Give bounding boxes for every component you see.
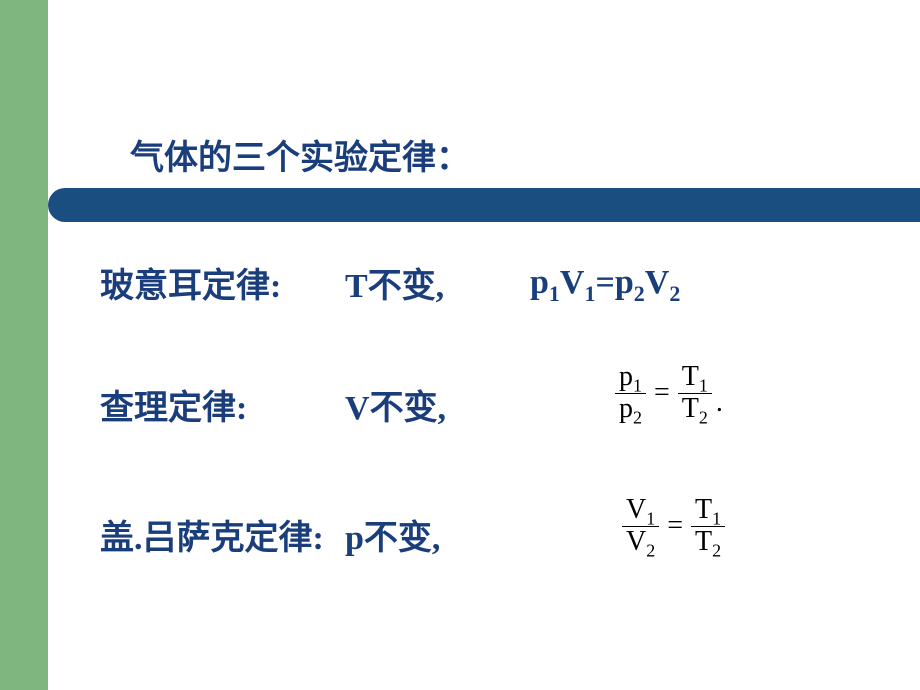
- fraction-left: V1 V2: [622, 495, 659, 558]
- condition-suffix: 不变,: [364, 520, 441, 557]
- condition-var: T: [345, 268, 368, 305]
- law-name: 盖.吕萨克定律:: [100, 510, 345, 559]
- law-row-gaylussac: 盖.吕萨克定律: p不变,: [100, 510, 900, 559]
- law-row-charles: 查理定律: V不变,: [100, 380, 900, 429]
- header-divider-bar: [48, 188, 920, 222]
- condition-var: p: [345, 520, 364, 557]
- law-condition: p不变,: [345, 510, 530, 559]
- law-name: 查理定律:: [100, 380, 345, 429]
- fraction-right: T1 T2: [678, 362, 712, 425]
- equals-sign: =: [654, 377, 670, 409]
- sidebar-decoration: [0, 0, 48, 690]
- law-equation-fraction: V1 V2 = T1 T2: [622, 495, 729, 558]
- law-condition: T不变,: [345, 258, 530, 307]
- law-equation: p1V1=p2V2: [530, 264, 680, 302]
- condition-suffix: 不变,: [368, 268, 445, 305]
- law-row-boyle: 玻意耳定律: T不变, p1V1=p2V2: [100, 258, 900, 307]
- condition-suffix: 不变,: [370, 390, 447, 427]
- equals-sign: =: [667, 510, 683, 542]
- slide-title: 气体的三个实验定律：: [130, 130, 470, 179]
- law-name: 玻意耳定律:: [100, 258, 345, 307]
- condition-var: V: [345, 390, 370, 427]
- fraction-right: T1 T2: [691, 495, 725, 558]
- law-condition: V不变,: [345, 380, 530, 429]
- law-equation-fraction: p1 p2 = T1 T2 .: [615, 362, 723, 425]
- fraction-left: p1 p2: [615, 362, 646, 425]
- trailing-period: .: [716, 387, 723, 419]
